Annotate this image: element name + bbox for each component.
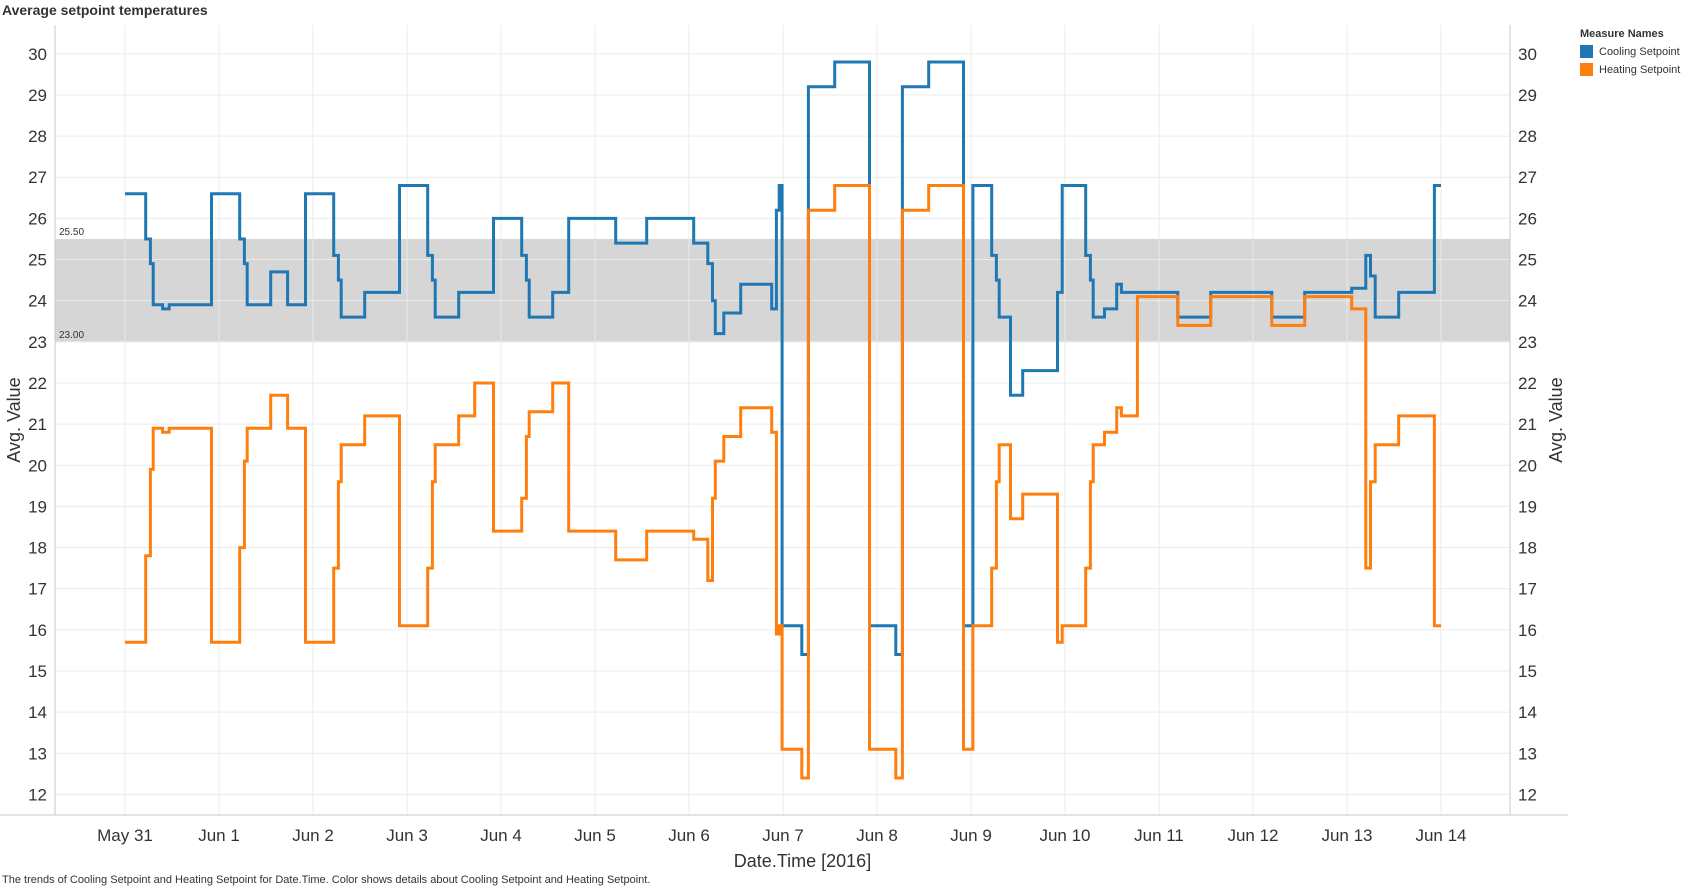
y-tick-label-right: 18	[1518, 539, 1537, 558]
x-tick-label: Jun 12	[1227, 826, 1278, 845]
y-tick-label-right: 15	[1518, 662, 1537, 681]
x-tick-label: Jun 10	[1039, 826, 1090, 845]
series-line-cooling-setpoint	[125, 60, 1441, 656]
x-tick-label: Jun 4	[480, 826, 522, 845]
x-tick-label: Jun 8	[856, 826, 898, 845]
legend-label-cooling: Cooling Setpoint	[1599, 45, 1680, 58]
legend-title: Measure Names	[1580, 28, 1664, 40]
y-tick-label-left: 23	[28, 333, 47, 352]
chart-title: Average setpoint temperatures	[2, 2, 208, 18]
x-tick-label: Jun 11	[1134, 826, 1184, 845]
legend-item-heating[interactable]: Heating Setpoint	[1580, 63, 1680, 76]
y-axis-title-left: Avg. Value	[4, 377, 24, 462]
y-tick-label-right: 19	[1518, 497, 1537, 516]
y-tick-label-right: 27	[1518, 168, 1537, 187]
y-tick-label-right: 28	[1518, 127, 1537, 146]
x-tick-label: Jun 1	[198, 826, 240, 845]
y-tick-label-left: 30	[28, 45, 47, 64]
y-tick-label-right: 12	[1518, 785, 1537, 804]
y-tick-label-left: 18	[28, 539, 47, 558]
x-tick-label: Jun 7	[762, 826, 804, 845]
y-tick-label-left: 24	[28, 292, 47, 311]
y-tick-label-right: 24	[1518, 292, 1537, 311]
y-tick-label-right: 16	[1518, 621, 1537, 640]
x-tick-label: Jun 6	[668, 826, 710, 845]
y-tick-label-right: 21	[1518, 415, 1537, 434]
y-tick-label-left: 20	[28, 456, 47, 475]
y-tick-label-right: 26	[1518, 209, 1537, 228]
y-tick-label-left: 17	[28, 580, 47, 599]
y-tick-label-right: 13	[1518, 744, 1537, 763]
legend-swatch-cooling	[1580, 45, 1593, 58]
y-tick-label-left: 13	[28, 744, 47, 763]
legend-item-cooling[interactable]: Cooling Setpoint	[1580, 45, 1680, 58]
y-tick-label-right: 25	[1518, 251, 1537, 270]
y-tick-label-left: 14	[28, 703, 47, 722]
y-tick-label-right: 20	[1518, 456, 1537, 475]
x-tick-label: Jun 14	[1415, 826, 1466, 845]
series-line-heating-setpoint	[125, 184, 1441, 780]
legend[interactable]: Measure Names Cooling Setpoint Heating S…	[1580, 28, 1680, 81]
legend-swatch-heating	[1580, 63, 1593, 76]
band-low-label: 23.00	[59, 330, 84, 341]
y-axis-title-right: Avg. Value	[1546, 377, 1566, 462]
y-tick-label-left: 22	[28, 374, 47, 393]
y-tick-label-left: 21	[28, 415, 47, 434]
x-tick-label: Jun 9	[950, 826, 992, 845]
y-tick-label-left: 12	[28, 785, 47, 804]
x-tick-label: Jun 13	[1321, 826, 1372, 845]
y-tick-label-left: 29	[28, 86, 47, 105]
y-tick-label-left: 25	[28, 251, 47, 270]
band-high-label: 25.50	[59, 227, 84, 238]
x-tick-label: Jun 3	[386, 826, 428, 845]
y-tick-label-right: 30	[1518, 45, 1537, 64]
chart-caption: The trends of Cooling Setpoint and Heati…	[2, 874, 651, 886]
y-tick-label-left: 15	[28, 662, 47, 681]
x-tick-label: Jun 2	[292, 826, 334, 845]
y-tick-label-left: 16	[28, 621, 47, 640]
y-tick-label-right: 29	[1518, 86, 1537, 105]
y-tick-label-left: 26	[28, 209, 47, 228]
y-tick-label-left: 27	[28, 168, 47, 187]
x-tick-label: Jun 5	[574, 826, 616, 845]
legend-label-heating: Heating Setpoint	[1599, 63, 1681, 76]
y-tick-label-left: 19	[28, 497, 47, 516]
y-tick-label-right: 17	[1518, 580, 1537, 599]
y-tick-label-right: 23	[1518, 333, 1537, 352]
y-tick-label-right: 22	[1518, 374, 1537, 393]
y-tick-label-left: 28	[28, 127, 47, 146]
y-tick-label-right: 14	[1518, 703, 1537, 722]
x-tick-label: May 31	[97, 826, 153, 845]
x-axis-title: Date.Time [2016]	[734, 851, 871, 871]
